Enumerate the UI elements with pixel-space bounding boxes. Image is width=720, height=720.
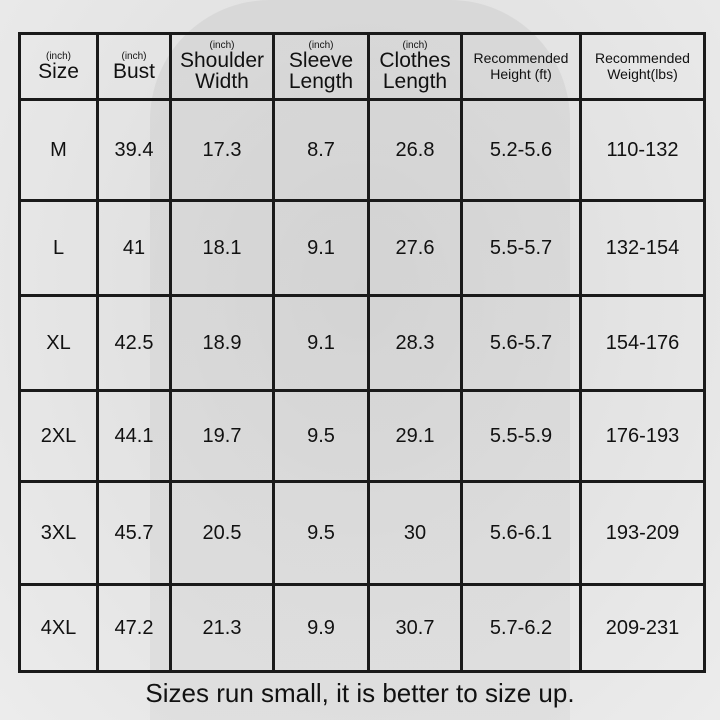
table-cell: 176-193	[579, 389, 706, 483]
column-header: Recommended Height (ft)	[460, 32, 582, 101]
unit-label: (inch)	[45, 50, 71, 62]
size-chart-table: (inch) Size (inch) Bust (inch) Shoulder Width…	[18, 32, 706, 673]
table-cell: 2XL	[18, 389, 99, 483]
header-label: Recommended Weight(lbs)	[595, 49, 690, 82]
column-header: (inch) Bust	[96, 32, 172, 101]
table-cell: 41	[96, 199, 172, 297]
table-cell: 5.5-5.7	[460, 199, 582, 297]
header-label: Bust	[112, 59, 156, 83]
table-cell: 4XL	[18, 583, 99, 673]
table-cell: 44.1	[96, 389, 172, 483]
header-label: Clothes Length	[379, 49, 451, 93]
table-cell: 21.3	[169, 583, 275, 673]
header-row: (inch) Size (inch) Bust (inch) Shoulder Width…	[18, 32, 706, 101]
table-row: 3XL 45.7 20.5 9.5 30 5.6-6.1 193-209	[18, 480, 706, 586]
header-label: Size	[38, 59, 79, 83]
table-cell: 5.2-5.6	[460, 98, 582, 202]
table-cell: 9.9	[272, 583, 370, 673]
table-cell: 209-231	[579, 583, 706, 673]
column-header: (inch) Shoulder Width	[169, 32, 275, 101]
column-header: (inch) Sleeve Length	[272, 32, 370, 101]
table-row: M 39.4 17.3 8.7 26.8 5.2-5.6 110-132	[18, 98, 706, 202]
table-cell: 27.6	[367, 199, 463, 297]
unit-label: (inch)	[209, 40, 235, 51]
table-cell: 8.7	[272, 98, 370, 202]
table-cell: 9.5	[272, 389, 370, 483]
table-cell: 17.3	[169, 98, 275, 202]
header-label: Recommended Height (ft)	[473, 49, 569, 82]
table-cell: 154-176	[579, 294, 706, 392]
table-row: 4XL 47.2 21.3 9.9 30.7 5.7-6.2 209-231	[18, 583, 706, 673]
table-cell: 5.7-6.2	[460, 583, 582, 673]
table-cell: 26.8	[367, 98, 463, 202]
table-cell: 9.1	[272, 294, 370, 392]
table-cell: 18.1	[169, 199, 275, 297]
table-row: L 41 18.1 9.1 27.6 5.5-5.7 132-154	[18, 199, 706, 297]
table-cell: 5.6-6.1	[460, 480, 582, 586]
table-cell: 9.1	[272, 199, 370, 297]
unit-label: (inch)	[402, 40, 428, 51]
table-cell: 5.6-5.7	[460, 294, 582, 392]
column-header: (inch) Size	[18, 32, 99, 101]
table-cell: 3XL	[18, 480, 99, 586]
unit-label: (inch)	[308, 40, 334, 51]
table-row: 2XL 44.1 19.7 9.5 29.1 5.5-5.9 176-193	[18, 389, 706, 483]
table-cell: 193-209	[579, 480, 706, 586]
table-cell: 28.3	[367, 294, 463, 392]
table-row: XL 42.5 18.9 9.1 28.3 5.6-5.7 154-176	[18, 294, 706, 392]
table-cell: 5.5-5.9	[460, 389, 582, 483]
table-cell: 18.9	[169, 294, 275, 392]
column-header: (inch) Clothes Length	[367, 32, 463, 101]
header-label: Shoulder Width	[179, 49, 265, 93]
column-header: Recommended Weight(lbs)	[579, 32, 706, 101]
table-cell: L	[18, 199, 99, 297]
sizing-note: Sizes run small, it is better to size up…	[145, 678, 575, 708]
table-cell: 30.7	[367, 583, 463, 673]
table-cell: 29.1	[367, 389, 463, 483]
table-cell: 19.7	[169, 389, 275, 483]
table-cell: 9.5	[272, 480, 370, 586]
table-cell: 132-154	[579, 199, 706, 297]
unit-label: (inch)	[121, 50, 147, 62]
table-cell: 47.2	[96, 583, 172, 673]
table-cell: M	[18, 98, 99, 202]
table-cell: 42.5	[96, 294, 172, 392]
header-label: Sleeve Length	[288, 49, 354, 93]
table-cell: 45.7	[96, 480, 172, 586]
table-cell: XL	[18, 294, 99, 392]
table-cell: 30	[367, 480, 463, 586]
table-cell: 20.5	[169, 480, 275, 586]
table-cell: 110-132	[579, 98, 706, 202]
table-cell: 39.4	[96, 98, 172, 202]
